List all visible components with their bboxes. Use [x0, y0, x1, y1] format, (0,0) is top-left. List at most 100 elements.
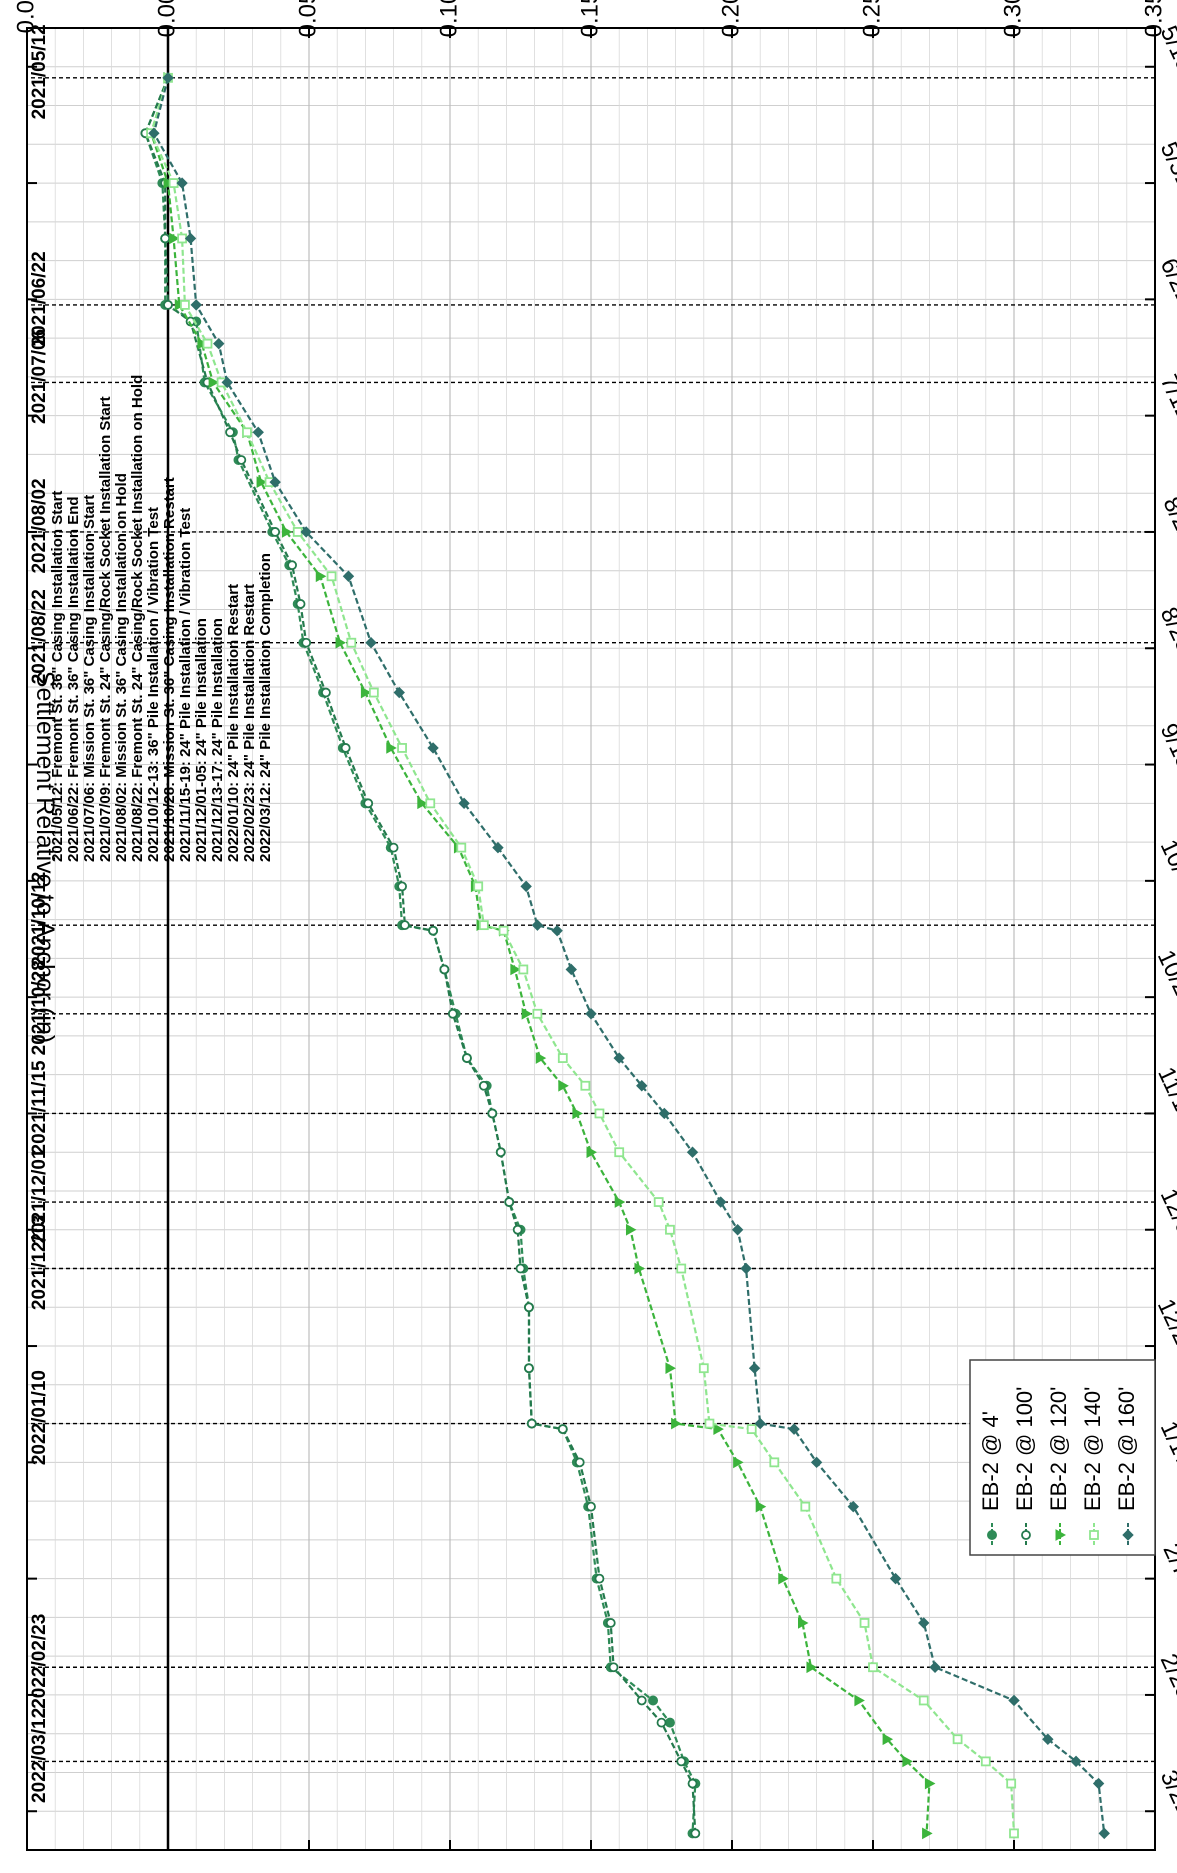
- data-point: [478, 1080, 489, 1091]
- legend-label: EB-2 @ 120': [1046, 1387, 1071, 1511]
- data-point: [687, 1778, 698, 1789]
- data-point: [242, 427, 252, 438]
- data-point: [980, 1756, 991, 1767]
- data-point: [665, 1362, 676, 1375]
- data-point: [524, 1363, 534, 1374]
- data-point: [713, 1423, 724, 1435]
- data-point: [733, 1456, 744, 1469]
- data-point: [190, 299, 202, 311]
- data-point: [859, 1618, 870, 1628]
- data-point: [614, 1147, 625, 1158]
- data-point: [439, 964, 450, 975]
- data-point: [634, 1262, 645, 1275]
- data-point: [458, 797, 470, 810]
- data-point: [929, 1661, 941, 1673]
- data-point: [162, 72, 174, 84]
- data-point: [558, 1079, 569, 1092]
- data-point: [386, 742, 397, 754]
- event-line-label: 2021/06/22: [29, 251, 50, 346]
- annotation-text: 2021/06/22: Fremont St. 36" Casing Insta…: [65, 496, 82, 862]
- data-point: [918, 1617, 930, 1629]
- event-line-label: 2021/10/12: [29, 872, 50, 967]
- annotation-text: 2022/02/23: 24" Pile Installation Restar…: [241, 584, 258, 862]
- series-layer: [140, 71, 1110, 1840]
- data-point: [520, 880, 532, 893]
- data-point: [769, 1457, 780, 1468]
- data-point: [492, 841, 504, 854]
- event-line-label: 2021/12/01: [29, 1148, 50, 1244]
- data-point: [698, 1363, 709, 1374]
- data-point: [518, 964, 529, 975]
- y-tick-label: 0.00: [153, 0, 180, 37]
- data-point: [586, 1146, 598, 1159]
- data-point: [565, 963, 577, 976]
- data-point: [287, 560, 297, 571]
- annotation-text: 2021/07/06: Mission St. 36" Casing Insta…: [81, 495, 98, 862]
- data-point: [854, 1694, 865, 1707]
- data-point: [952, 1734, 963, 1745]
- data-point: [636, 1695, 647, 1706]
- data-point: [625, 1223, 637, 1236]
- data-point: [1009, 1828, 1019, 1839]
- data-point: [704, 1418, 715, 1429]
- data-point: [676, 1756, 687, 1767]
- data-point: [300, 526, 312, 538]
- annotation-text: 2021/08/22: Fremont St. 24" Casing/Rock …: [129, 375, 146, 862]
- annotation-text: 2021/12/01-05: 24" Pile Installation: [193, 618, 210, 862]
- event-line-label: 2021/07/06: [29, 329, 50, 424]
- data-point: [315, 570, 327, 583]
- y-tick-label: 0.15: [576, 0, 603, 37]
- data-point: [882, 1733, 894, 1746]
- data-point: [498, 925, 509, 936]
- event-line-label: 2021/05/12: [29, 24, 50, 119]
- data-point: [184, 232, 197, 245]
- data-point: [524, 1302, 534, 1313]
- data-point: [340, 743, 351, 753]
- data-point: [360, 686, 372, 699]
- data-point: [676, 1263, 687, 1274]
- data-point: [1008, 1694, 1020, 1707]
- data-point: [1092, 1777, 1105, 1790]
- data-point: [346, 637, 357, 648]
- annotation-text: 2022/03/12: 24" Pile Installation Comple…: [257, 553, 274, 862]
- data-point: [487, 1108, 498, 1119]
- data-point: [160, 233, 171, 244]
- data-point: [532, 1008, 543, 1019]
- data-point: [798, 1617, 809, 1629]
- data-point: [731, 1224, 744, 1236]
- data-point: [388, 842, 399, 853]
- data-point: [806, 1661, 817, 1674]
- annotation-text: 2021/08/02: Mission St. 36" Casing Insta…: [113, 473, 130, 862]
- legend-marker: [1122, 1529, 1134, 1541]
- data-point: [326, 571, 337, 582]
- data-point: [512, 1224, 523, 1235]
- data-point: [580, 1080, 591, 1091]
- data-point: [202, 338, 213, 349]
- data-point: [557, 1424, 568, 1435]
- data-point: [427, 742, 439, 754]
- event-line-label: 2021/08/22: [29, 589, 50, 684]
- data-point: [208, 376, 220, 389]
- legend-marker: [1089, 1530, 1099, 1540]
- data-point: [1070, 1755, 1082, 1768]
- event-line-label: 2021/12/13: [29, 1215, 50, 1310]
- data-point: [526, 1418, 537, 1429]
- data-point: [368, 687, 379, 698]
- annotation-text: 2021/07/09: Fremont St. 24" Casing/Rock …: [97, 396, 114, 862]
- data-point: [256, 476, 268, 488]
- data-point: [585, 1008, 597, 1020]
- data-point: [148, 127, 160, 139]
- legend-label: EB-2 @ 160': [1114, 1387, 1139, 1511]
- data-point: [169, 232, 180, 245]
- annotation-text: 2021/12/13-17: 24" Pile Installation: [209, 618, 226, 862]
- legend-label: EB-2 @ 140': [1080, 1387, 1105, 1511]
- annotation-text: 2021/11/15-19: 24" Pile Installation / V…: [177, 508, 194, 862]
- data-point: [656, 1717, 667, 1728]
- data-point: [658, 1107, 671, 1120]
- legend-marker: [1021, 1530, 1031, 1540]
- annotation-layer: 2021/05/12: Fremont St. 36" Casing Insta…: [49, 375, 274, 862]
- data-point: [847, 1500, 859, 1513]
- data-point: [664, 1717, 675, 1728]
